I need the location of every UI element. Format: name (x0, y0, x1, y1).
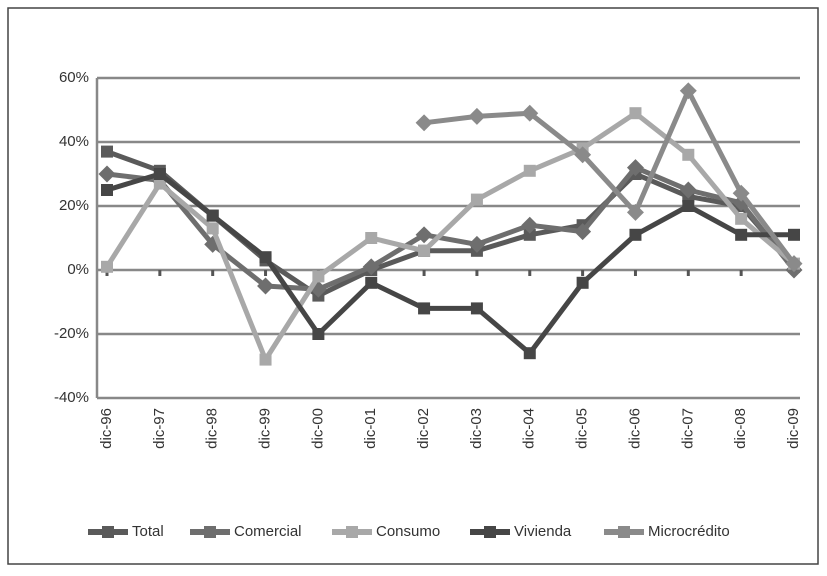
point-marker (521, 216, 539, 234)
legend-label: Microcrédito (648, 523, 730, 540)
point-marker (259, 251, 272, 264)
point-marker (418, 244, 431, 257)
legend-marker (102, 526, 114, 538)
x-tick-label: dic-08 (732, 408, 749, 449)
point-marker (735, 212, 748, 225)
point-marker (257, 277, 275, 295)
point-marker (574, 146, 592, 164)
point-marker (785, 255, 803, 273)
x-tick-label: dic-97 (151, 408, 168, 449)
legend-marker (346, 526, 358, 538)
y-tick-label: 0% (67, 261, 89, 278)
point-marker (312, 328, 325, 340)
point-marker (523, 347, 536, 360)
point-marker (365, 276, 378, 289)
point-marker (576, 276, 589, 289)
x-tick-label: dic-99 (257, 408, 274, 449)
legend-label: Consumo (376, 523, 440, 540)
legend-marker (204, 526, 216, 538)
point-marker (629, 228, 642, 241)
x-tick-label: dic-05 (574, 408, 591, 449)
point-marker (98, 165, 116, 183)
point-marker (574, 223, 592, 241)
point-marker (679, 82, 697, 100)
x-tick-label: dic-96 (98, 408, 115, 449)
series-line (104, 110, 796, 363)
series-line (423, 88, 796, 266)
point-marker (101, 145, 113, 158)
point-marker (470, 193, 483, 206)
y-tick-label: -20% (54, 325, 89, 342)
point-marker (521, 104, 539, 122)
point-marker (415, 226, 433, 244)
point-marker (470, 302, 483, 315)
series-line (106, 171, 794, 356)
y-tick-label: -40% (54, 389, 89, 406)
point-marker (682, 200, 695, 212)
point-marker (206, 209, 219, 222)
chart-border (7, 7, 819, 565)
point-marker (629, 107, 642, 120)
x-tick-label: dic-01 (362, 408, 379, 449)
point-marker (101, 260, 113, 273)
point-marker (626, 159, 644, 177)
point-marker (365, 232, 378, 244)
point-marker (153, 177, 166, 190)
point-marker (206, 222, 219, 235)
point-marker (418, 302, 431, 315)
legend-label: Comercial (234, 523, 302, 540)
x-tick-label: dic-02 (415, 408, 432, 449)
y-tick-label: 40% (59, 133, 89, 150)
point-marker (523, 164, 536, 177)
point-marker (523, 228, 536, 241)
point-marker (259, 353, 272, 366)
point-marker (732, 184, 750, 202)
point-marker (362, 258, 380, 276)
point-marker (626, 203, 644, 221)
x-tick-label: dic-04 (521, 408, 538, 449)
x-tick-label: dic-09 (785, 408, 802, 449)
y-tick-label: 20% (59, 197, 89, 214)
point-marker (468, 235, 486, 253)
legend-label: Vivienda (514, 523, 572, 540)
point-marker (788, 228, 800, 241)
point-marker (468, 107, 486, 125)
x-tick-label: dic-00 (309, 408, 326, 449)
point-marker (679, 181, 697, 199)
point-marker (735, 228, 748, 241)
legend-marker (484, 526, 496, 538)
x-tick-label: dic-98 (204, 408, 221, 449)
legend-marker (618, 526, 630, 538)
x-tick-label: dic-06 (626, 408, 643, 449)
point-marker (682, 148, 695, 161)
x-tick-label: dic-07 (679, 408, 696, 449)
legend-label: Total (132, 523, 164, 540)
point-marker (153, 168, 166, 180)
x-tick-label: dic-03 (468, 408, 485, 449)
point-marker (101, 184, 113, 196)
point-marker (415, 114, 433, 132)
y-tick-label: 60% (59, 69, 89, 86)
point-marker (312, 270, 325, 283)
